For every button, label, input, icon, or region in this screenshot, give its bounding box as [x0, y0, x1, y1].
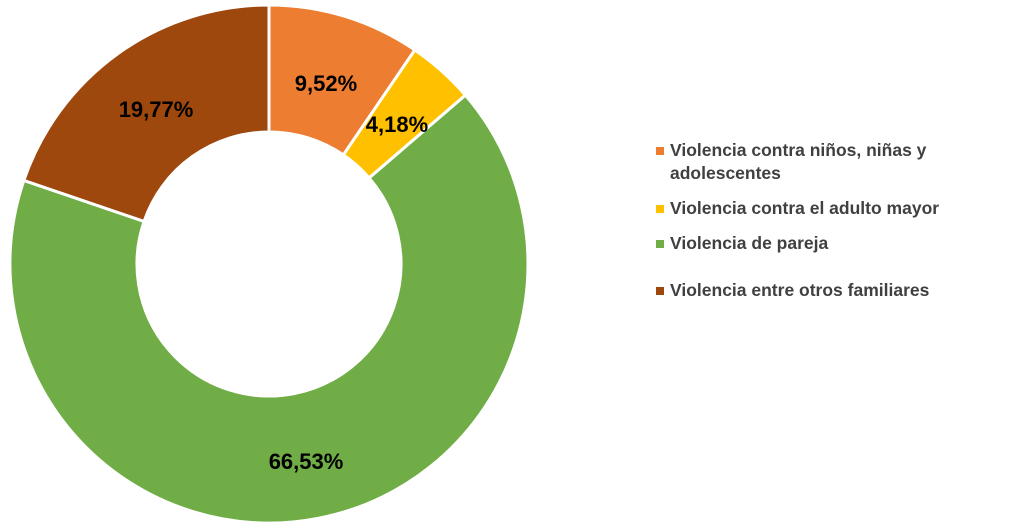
donut-chart: 9,52% 4,18% 66,53% 19,77% — [8, 3, 530, 522]
legend-swatch — [656, 205, 664, 213]
legend-label: Violencia contra niños, niñas y adolesce… — [670, 140, 927, 183]
slice-data-label: 66,53% — [269, 449, 344, 474]
legend-item-pareja: Violencia de pareja — [656, 232, 1028, 255]
chart-legend: Violencia contra niños, niñas y adolesce… — [656, 139, 1028, 314]
slice-data-label: 9,52% — [295, 71, 357, 96]
legend-swatch — [656, 240, 664, 248]
slice-data-label: 19,77% — [119, 97, 194, 122]
legend-label: Violencia de pareja — [670, 233, 829, 253]
legend-label: Violencia entre otros familiares — [670, 280, 930, 300]
donut-slice — [21, 3, 271, 224]
legend-item-otros-familiares: Violencia entre otros familiares — [656, 279, 1028, 302]
legend-swatch — [656, 147, 664, 155]
legend-swatch — [656, 287, 664, 295]
legend-label: Violencia contra el adulto mayor — [670, 198, 940, 218]
legend-item-adulto-mayor: Violencia contra el adulto mayor — [656, 197, 1028, 220]
slice-data-label: 4,18% — [366, 112, 428, 137]
donut-slice — [8, 93, 530, 522]
legend-item-ninos: Violencia contra niños, niñas y adolesce… — [656, 139, 1028, 185]
